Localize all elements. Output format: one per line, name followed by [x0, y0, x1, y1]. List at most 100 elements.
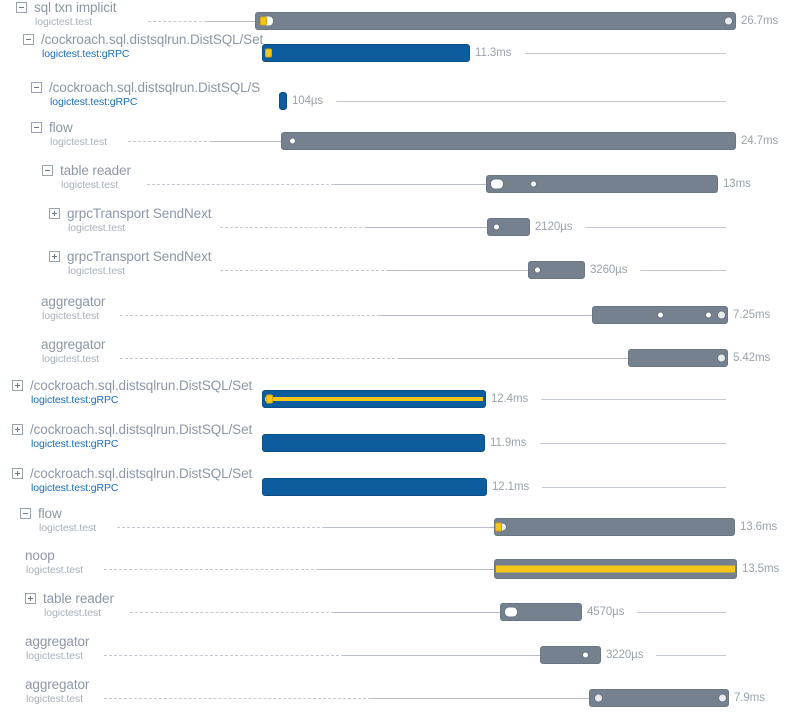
trace-row[interactable]: /cockroach.sql.distsqlrun.DistSQL/Set log… — [0, 422, 786, 466]
span-event-marker[interactable] — [534, 266, 541, 274]
span-bar[interactable] — [528, 261, 585, 279]
span-duration: 7.25ms — [733, 309, 771, 321]
trailing-line — [524, 53, 726, 54]
plus-square-icon[interactable] — [25, 593, 36, 604]
span-bar[interactable] — [494, 559, 737, 579]
span-event-marker[interactable] — [717, 353, 726, 363]
trace-row[interactable]: flow logictest.test 13.6ms — [0, 506, 786, 550]
trace-row[interactable]: grpcTransport SendNext logictest.test 3260… — [0, 249, 786, 293]
span-label-text: /cockroach.sql.distsqlrun.DistSQL/Set log… — [12, 378, 252, 407]
span-label-block[interactable]: table reader logictest.test — [25, 591, 114, 620]
span-label-block[interactable]: table reader logictest.test — [42, 163, 131, 192]
span-label-block[interactable]: aggregator logictest.test — [41, 337, 105, 366]
span-bar[interactable] — [281, 132, 736, 150]
leader-line-dashed — [147, 21, 207, 22]
plus-square-icon[interactable] — [49, 208, 60, 219]
trace-row[interactable]: aggregator logictest.test 7.9ms — [0, 677, 786, 721]
span-service: logictest.test — [42, 310, 99, 322]
span-label-block[interactable]: /cockroach.sql.distsqlrun.DistSQL/Set log… — [23, 32, 263, 61]
span-bar[interactable] — [262, 390, 486, 408]
span-event-marker[interactable] — [718, 693, 727, 703]
span-name: noop — [25, 548, 55, 563]
span-bar[interactable] — [589, 689, 729, 707]
span-label-block[interactable]: noop logictest.test — [25, 548, 83, 577]
trace-row[interactable]: table reader logictest.test 4570µs — [0, 591, 786, 635]
span-label-block[interactable]: aggregator logictest.test — [41, 294, 105, 323]
trace-row[interactable]: noop logictest.test 13.5ms — [0, 548, 786, 592]
span-event-marker[interactable] — [530, 180, 537, 188]
trace-row[interactable]: table reader logictest.test 13ms — [0, 163, 786, 207]
span-label-block[interactable]: aggregator logictest.test — [25, 634, 89, 663]
span-event-marker[interactable] — [490, 178, 504, 190]
leader-line-dashed — [220, 227, 367, 228]
trace-row[interactable]: /cockroach.sql.distsqlrun.DistSQL/Set log… — [0, 32, 786, 76]
span-bar[interactable] — [486, 175, 718, 193]
span-bar[interactable] — [487, 218, 530, 236]
trailing-line — [639, 270, 726, 271]
leader-line-dashed — [120, 358, 400, 359]
span-label-block[interactable]: /cockroach.sql.distsqlrun.DistSQL/Set log… — [12, 422, 252, 451]
trace-row[interactable]: /cockroach.sql.distsqlrun.DistSQL/Set log… — [0, 466, 786, 510]
minus-square-icon[interactable] — [42, 165, 53, 176]
span-event-marker[interactable] — [582, 651, 589, 659]
plus-square-icon[interactable] — [49, 251, 60, 262]
minus-square-icon[interactable] — [31, 82, 42, 93]
span-event-marker[interactable] — [266, 394, 273, 404]
span-event-marker[interactable] — [504, 606, 518, 618]
span-label-block[interactable]: flow logictest.test — [20, 506, 96, 535]
span-bar[interactable] — [540, 646, 601, 664]
span-event-marker[interactable] — [724, 16, 733, 26]
span-label-block[interactable]: aggregator logictest.test — [25, 677, 89, 706]
span-label-block[interactable]: sql txn implicit logictest.test — [16, 0, 117, 29]
span-service: logictest.test — [26, 693, 83, 705]
span-event-marker[interactable] — [265, 48, 272, 58]
span-event-marker[interactable] — [594, 693, 603, 703]
span-label-block[interactable]: /cockroach.sql.distsqlrun.DistSQL/Set log… — [12, 378, 252, 407]
span-bar[interactable] — [262, 434, 485, 452]
trace-row[interactable]: aggregator logictest.test 7.25ms — [0, 294, 786, 338]
span-bar[interactable] — [279, 92, 287, 110]
minus-square-icon[interactable] — [23, 34, 34, 45]
span-label-text: /cockroach.sql.distsqlrun.DistSQL/Set log… — [12, 466, 252, 495]
plus-square-icon[interactable] — [12, 468, 23, 479]
span-duration: 3260µs — [590, 264, 628, 276]
trace-row[interactable]: grpcTransport SendNext logictest.test 2120… — [0, 206, 786, 250]
trace-row[interactable]: sql txn implicit logictest.test 26.7ms — [0, 0, 786, 44]
minus-square-icon[interactable] — [16, 2, 27, 13]
leader-line-solid — [318, 569, 494, 570]
span-label-block[interactable]: grpcTransport SendNext logictest.test — [49, 206, 211, 235]
leader-line-dashed — [147, 184, 334, 185]
span-event-marker[interactable] — [260, 16, 267, 26]
span-label-block[interactable]: flow logictest.test — [31, 120, 107, 149]
span-bar[interactable] — [592, 306, 728, 324]
span-event-marker[interactable] — [717, 310, 726, 320]
span-event-marker[interactable] — [289, 137, 296, 145]
trace-row[interactable]: flow logictest.test 24.7ms — [0, 120, 786, 164]
span-bar[interactable] — [255, 12, 736, 30]
trace-row[interactable]: aggregator logictest.test 3220µs — [0, 634, 786, 678]
span-bar[interactable] — [494, 518, 735, 536]
span-event-marker[interactable] — [657, 311, 664, 319]
span-bar[interactable] — [500, 603, 582, 621]
span-bar[interactable] — [262, 478, 487, 496]
span-event-marker[interactable] — [493, 223, 500, 231]
trace-row[interactable]: /cockroach.sql.distsqlrun.DistSQL/Set log… — [0, 378, 786, 422]
span-bar[interactable] — [262, 44, 470, 62]
span-event-marker[interactable] — [495, 522, 502, 532]
span-label-block[interactable]: grpcTransport SendNext logictest.test — [49, 249, 211, 278]
trailing-line — [584, 227, 726, 228]
span-label-block[interactable]: /cockroach.sql.distsqlrun.DistSQL/S logic… — [31, 80, 260, 109]
span-event-marker[interactable] — [705, 311, 712, 319]
plus-square-icon[interactable] — [12, 424, 23, 435]
trace-row[interactable]: /cockroach.sql.distsqlrun.DistSQL/S logic… — [0, 80, 786, 124]
span-label-text: aggregator logictest.test — [41, 337, 105, 366]
trace-row[interactable]: aggregator logictest.test 5.42ms — [0, 337, 786, 381]
span-bar[interactable] — [628, 349, 728, 367]
leader-line-dashed — [104, 655, 344, 656]
minus-square-icon[interactable] — [20, 508, 31, 519]
plus-square-icon[interactable] — [12, 380, 23, 391]
leader-line-solid — [333, 184, 486, 185]
span-service: logictest.test:gRPC — [31, 482, 119, 494]
minus-square-icon[interactable] — [31, 122, 42, 133]
span-label-block[interactable]: /cockroach.sql.distsqlrun.DistSQL/Set log… — [12, 466, 252, 495]
